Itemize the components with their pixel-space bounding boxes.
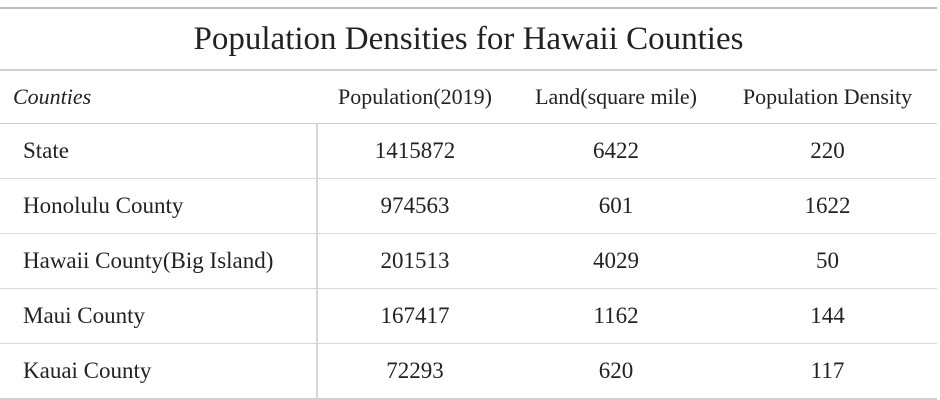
header-row: Counties Population(2019) Land(square mi… <box>0 71 937 123</box>
top-rule <box>0 7 937 9</box>
county-cell: Honolulu County <box>23 193 184 218</box>
header-density: Population Density <box>742 84 913 109</box>
land-cell: 1162 <box>593 303 639 328</box>
table-row: Maui County 167417 1162 144 <box>0 288 937 343</box>
population-cell: 167417 <box>380 303 450 328</box>
table-row: Kauai County 72293 620 117 <box>0 343 937 400</box>
table-row: Honolulu County 974563 601 1622 <box>0 178 937 233</box>
land-cell: 620 <box>598 358 634 383</box>
population-table: Population Densities for Hawaii Counties… <box>0 7 937 400</box>
header-land: Land(square mile) <box>535 84 697 109</box>
land-cell: 601 <box>598 193 634 218</box>
title-rule <box>0 69 937 71</box>
population-cell: 201513 <box>380 248 450 273</box>
density-cell: 144 <box>810 303 845 328</box>
header-population: Population(2019) <box>338 84 492 109</box>
population-cell: 974563 <box>380 193 450 218</box>
table-title: Population Densities for Hawaii Counties <box>193 21 744 57</box>
header-counties: Counties <box>13 84 92 109</box>
county-cell: Kauai County <box>23 358 152 383</box>
land-cell: 4029 <box>593 248 639 273</box>
county-cell: Maui County <box>23 303 146 328</box>
county-cell: State <box>23 138 69 163</box>
column-divider <box>316 123 318 400</box>
table-row: Hawaii County(Big Island) 201513 4029 50 <box>0 233 937 288</box>
density-cell: 1622 <box>804 193 851 218</box>
density-cell: 117 <box>810 358 845 383</box>
density-cell: 50 <box>816 248 839 273</box>
population-cell: 1415872 <box>374 138 456 163</box>
density-cell: 220 <box>810 138 845 163</box>
population-cell: 72293 <box>386 358 444 383</box>
county-cell: Hawaii County(Big Island) <box>23 248 274 273</box>
land-cell: 6422 <box>593 138 639 163</box>
table-body: State 1415872 6422 220 Honolulu County 9… <box>0 123 937 400</box>
table-row: State 1415872 6422 220 <box>0 123 937 178</box>
